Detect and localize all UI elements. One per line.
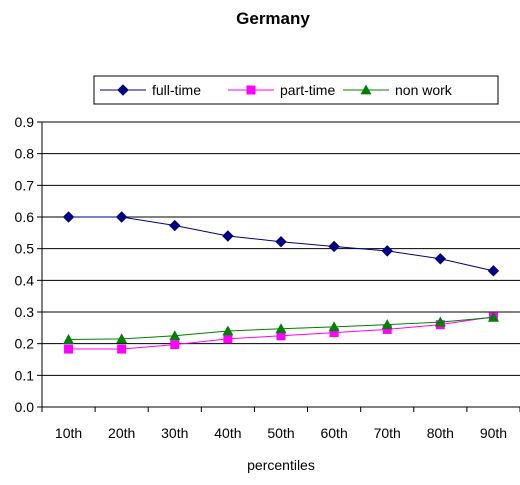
x-tick-label: 70th xyxy=(374,425,401,441)
data-point-non-work xyxy=(328,321,340,332)
legend: full-time part-time non work xyxy=(93,75,499,105)
data-point-part-time xyxy=(117,344,127,354)
x-tick-label: 30th xyxy=(161,425,188,441)
data-point-full-time xyxy=(222,230,234,242)
y-tick-label: 0.0 xyxy=(15,399,35,415)
y-tick-label: 0.2 xyxy=(15,336,35,352)
y-tick-label: 0.8 xyxy=(15,146,35,162)
plot-area: 0.0 0.1 0.2 0.3 0.4 0.5 0.6 0.7 0.8 0.9 10th 20th 30… xyxy=(15,114,520,441)
data-point-non-work xyxy=(434,316,446,327)
x-tick-label: 90th xyxy=(480,425,507,441)
data-point-non-work xyxy=(381,319,393,330)
data-point-non-work xyxy=(63,334,75,344)
legend-box xyxy=(93,75,499,105)
y-tick-label: 0.1 xyxy=(15,367,35,383)
x-tick-label: 10th xyxy=(55,425,82,441)
data-point-non-work xyxy=(169,330,181,341)
x-tick-label: 60th xyxy=(320,425,347,441)
data-point-full-time xyxy=(328,240,340,253)
x-tick-label: 40th xyxy=(214,425,241,441)
y-tick-label: 0.4 xyxy=(15,272,35,288)
y-tick-label: 0.7 xyxy=(15,177,35,193)
x-tick-label: 80th xyxy=(427,425,454,441)
legend-label-part-time: part-time xyxy=(280,82,335,98)
data-point-non-work xyxy=(275,323,287,334)
data-point-non-work xyxy=(487,311,499,322)
legend-marker-non-work xyxy=(360,84,372,95)
data-point-part-time xyxy=(276,331,286,341)
data-point-full-time xyxy=(434,253,447,265)
data-point-part-time xyxy=(382,324,392,334)
x-tick-label: 50th xyxy=(267,425,294,441)
y-tick-label: 0.6 xyxy=(15,209,35,225)
data-point-part-time xyxy=(329,328,339,338)
data-point-non-work xyxy=(222,325,234,336)
legend-marker-part-time xyxy=(246,85,256,95)
data-point-part-time xyxy=(64,344,74,354)
legend-marker-full-time xyxy=(117,84,129,96)
y-tick-label: 0.3 xyxy=(15,304,35,320)
chart-title: Germany xyxy=(236,9,310,28)
x-axis-label: percentiles xyxy=(247,457,315,473)
data-point-non-work xyxy=(116,333,128,344)
data-point-part-time xyxy=(223,334,233,344)
data-point-full-time xyxy=(62,211,75,223)
y-tick-label: 0.5 xyxy=(15,241,35,257)
legend-label-non-work: non work xyxy=(395,82,453,98)
y-tick-label: 0.9 xyxy=(15,114,35,130)
data-point-full-time xyxy=(487,265,500,277)
data-point-full-time xyxy=(115,211,128,223)
data-point-full-time xyxy=(381,245,393,257)
x-tick-label: 20th xyxy=(108,425,135,441)
data-point-full-time xyxy=(275,235,287,248)
data-point-part-time xyxy=(170,340,180,350)
legend-label-full-time: full-time xyxy=(152,82,201,98)
data-point-full-time xyxy=(169,219,181,232)
